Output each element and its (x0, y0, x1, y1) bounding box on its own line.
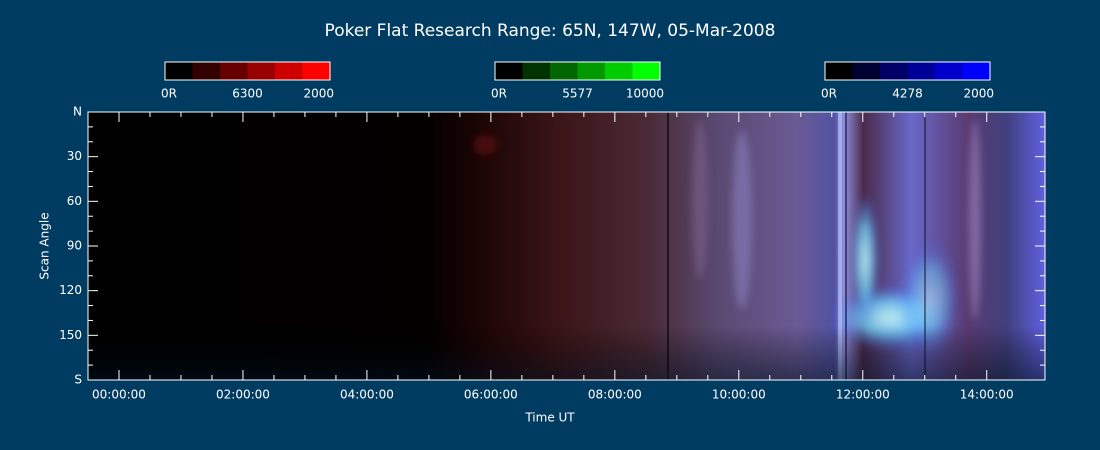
colorbar-step (247, 62, 276, 80)
colorbar-step (605, 62, 633, 80)
x-tick-label: 02:00:00 (216, 388, 270, 402)
y-axis-label: Scan Angle (38, 212, 52, 279)
colorbar-frame (824, 61, 991, 81)
colorbar-step (852, 62, 881, 80)
x-tick-label: 14:00:00 (960, 388, 1014, 402)
colorbar-name: 4278 (892, 87, 923, 101)
colorbar-step (825, 62, 853, 80)
colorbar-step (302, 62, 331, 80)
colorbar-step (220, 62, 248, 80)
colorbar-step (192, 62, 221, 80)
colorbar-max-label: 2000 (963, 87, 994, 101)
colorbar-step (275, 62, 303, 80)
colorbar-max-label: 2000 (303, 87, 334, 101)
y-tick-label: 30 (67, 149, 82, 163)
colorbar-min-label: 0R (821, 87, 837, 101)
x-tick-label: 12:00:00 (836, 388, 890, 402)
y-tick-label: 60 (67, 194, 82, 208)
x-tick-label: 04:00:00 (340, 388, 394, 402)
keogram-image (88, 112, 1045, 380)
colorbar-step (522, 62, 551, 80)
colorbar-name: 6300 (232, 87, 263, 101)
colorbar-step (577, 62, 606, 80)
y-tick-label: N (73, 105, 82, 119)
colorbar-max-label: 10000 (626, 87, 664, 101)
chart-title: Poker Flat Research Range: 65N, 147W, 05… (325, 21, 776, 41)
colorbar-step (880, 62, 908, 80)
colorbar-step (935, 62, 963, 80)
x-tick-label: 08:00:00 (588, 388, 642, 402)
y-tick-label: 150 (59, 328, 82, 342)
colorbar-step (632, 62, 661, 80)
x-axis-label: Time UT (524, 411, 575, 425)
y-tick-label: S (74, 373, 82, 387)
colorbar-min-label: 0R (491, 87, 507, 101)
colorbar-name: 5577 (562, 87, 593, 101)
y-tick-label: 90 (67, 239, 82, 253)
x-tick-label: 00:00:00 (92, 388, 146, 402)
x-tick-label: 06:00:00 (464, 388, 518, 402)
colorbar-frame (494, 61, 661, 81)
colorbar-frame (164, 61, 331, 81)
colorbar-step (907, 62, 936, 80)
colorbar-step (550, 62, 578, 80)
x-tick-label: 10:00:00 (712, 388, 766, 402)
y-tick-label: 120 (59, 283, 82, 297)
colorbar-min-label: 0R (161, 87, 177, 101)
colorbar-step (165, 62, 193, 80)
colorbar-step (495, 62, 523, 80)
colorbar-step (962, 62, 991, 80)
